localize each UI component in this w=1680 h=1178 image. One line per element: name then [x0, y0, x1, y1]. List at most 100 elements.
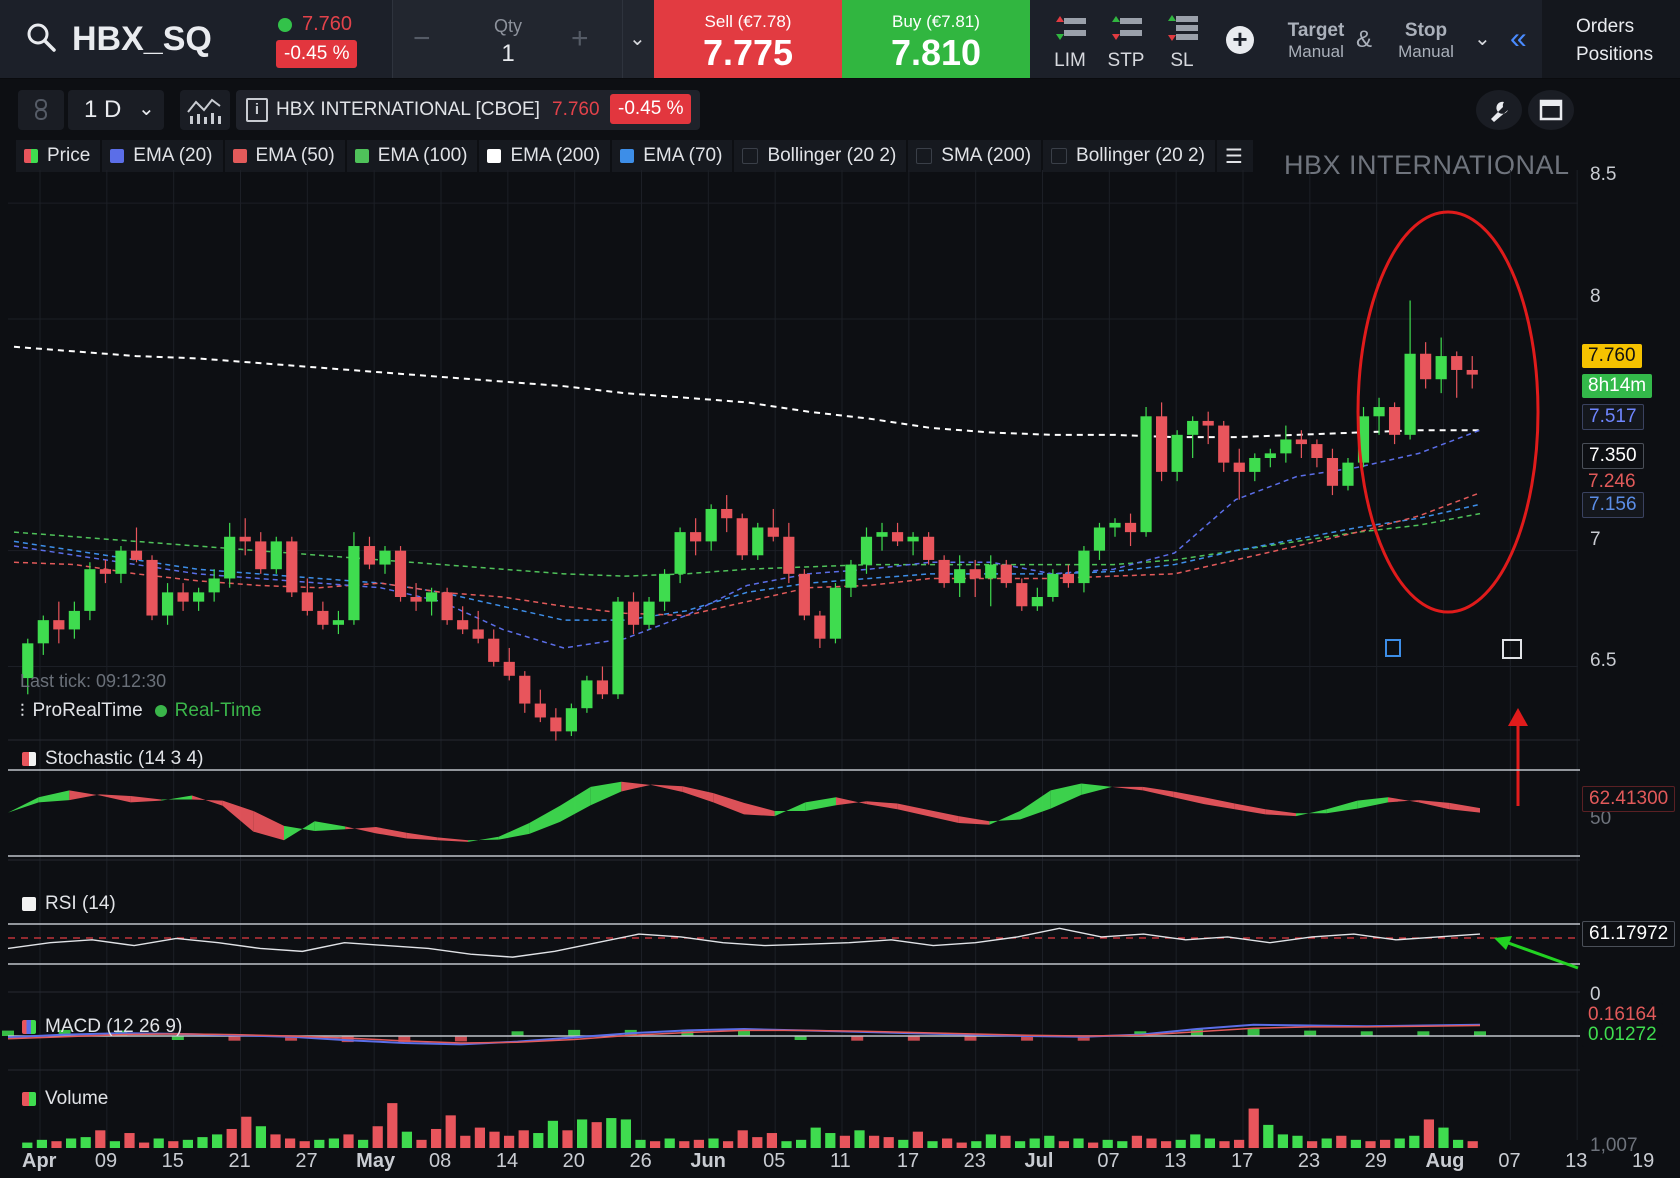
legend-ema70[interactable]: EMA (70) — [612, 140, 733, 172]
sell-button[interactable]: Sell (€7.78) 7.775 — [654, 0, 842, 78]
symbol-search[interactable]: HBX_SQ — [0, 0, 250, 78]
target-label[interactable]: Target — [1287, 20, 1345, 41]
price-axis[interactable]: 8.5 8 7 6.5 50 0 1,007 — [1580, 80, 1680, 1178]
volume-bar — [649, 1141, 661, 1148]
candle-body — [224, 536, 236, 579]
buy-label: Buy (€7.81) — [892, 12, 980, 31]
macd-histogram-bar — [285, 1036, 298, 1041]
macd-histogram-bar — [1417, 1031, 1430, 1036]
volume-bar — [1117, 1141, 1128, 1148]
annotation-arrowhead-green — [1494, 936, 1512, 950]
legend-ema50[interactable]: EMA (50) — [224, 140, 345, 172]
symbol-name[interactable]: HBX_SQ — [72, 20, 212, 58]
legend-ema200[interactable]: EMA (200) — [479, 140, 611, 172]
list-icon: ☰ — [1224, 145, 1243, 168]
limit-order-button[interactable]: LIM — [1042, 0, 1098, 78]
legend-price[interactable]: Price — [16, 140, 101, 172]
fullscreen-button[interactable] — [1528, 90, 1574, 130]
qty-value-input[interactable]: 1 — [501, 40, 515, 67]
link-button[interactable] — [18, 90, 64, 130]
chevron-down-icon[interactable]: ⌄ — [1474, 28, 1491, 50]
legend-bollinger-1[interactable]: Bollinger (20 2) — [734, 140, 907, 172]
candle-body — [1047, 573, 1059, 597]
volume-bar — [1146, 1138, 1157, 1148]
candle-body — [1202, 420, 1214, 426]
stop-limit-order-button[interactable]: SL — [1154, 0, 1210, 78]
volume-bar — [430, 1128, 442, 1148]
stop-order-button[interactable]: STP — [1098, 0, 1154, 78]
limit-order-icon — [1056, 16, 1086, 40]
qty-minus-button[interactable]: − — [413, 22, 431, 55]
volume-bar — [1044, 1135, 1055, 1148]
wrench-icon — [1491, 101, 1508, 122]
volume-bar — [693, 1139, 705, 1148]
candle-body — [1388, 407, 1401, 435]
stoch-band — [38, 790, 70, 803]
orders-row[interactable]: Orders0 — [1576, 16, 1680, 38]
legend-sma200[interactable]: SMA (200) — [908, 140, 1042, 172]
candle-body — [193, 592, 205, 602]
candle-body — [84, 569, 96, 611]
candle-body — [907, 536, 919, 542]
volume-bar — [737, 1130, 748, 1148]
quantity-stepper[interactable]: − Qty 1 + — [392, 0, 623, 78]
legend-bollinger-2[interactable]: Bollinger (20 2) — [1043, 140, 1215, 172]
add-target-button[interactable]: + — [1226, 26, 1254, 54]
realtime-label: Real-Time — [174, 700, 262, 721]
qty-plus-button[interactable]: + — [571, 22, 589, 55]
candle-body — [612, 601, 624, 695]
volume-bar — [1263, 1124, 1274, 1148]
candle-body — [860, 536, 873, 565]
legend-list-button[interactable]: ☰ — [1216, 140, 1253, 172]
collapse-panel-button[interactable]: « — [1500, 0, 1540, 78]
macd-histogram-bar — [341, 1036, 354, 1043]
candle-body — [1140, 416, 1152, 533]
macd-histogram-bar — [1190, 1029, 1203, 1036]
stochastic-panel-title[interactable]: Stochastic (14 3 4) — [22, 748, 203, 770]
orders-positions-summary[interactable]: Orders0 Positions6 — [1542, 0, 1680, 78]
stop-mode[interactable]: Manual — [1398, 42, 1454, 61]
instrument-price: 7.760 — [552, 99, 600, 120]
macd-histogram-bar — [1474, 1031, 1486, 1036]
macd-panel-title[interactable]: MACD (12 26 9) — [22, 1016, 182, 1038]
volume-bar — [124, 1133, 135, 1148]
stoch-band — [130, 796, 162, 803]
stop-label[interactable]: Stop — [1404, 20, 1448, 41]
volume-bar — [781, 1141, 792, 1148]
timeframe-selector[interactable]: 1 D ⌄ — [68, 90, 164, 130]
info-icon[interactable]: i — [246, 98, 268, 122]
indicators-icon — [187, 98, 221, 124]
last-tick-text: Last tick: 09:12:30 — [20, 671, 167, 691]
buy-button[interactable]: Buy (€7.81) 7.810 — [842, 0, 1030, 78]
last-price-box: 7.760 -0.45 % — [262, 0, 392, 78]
qty-dropdown-button[interactable]: ⌄ — [622, 0, 655, 78]
legend-ema100[interactable]: EMA (100) — [346, 140, 478, 172]
positions-row[interactable]: Positions6 — [1576, 44, 1680, 66]
candle-body — [503, 661, 515, 676]
stoch-band — [774, 802, 806, 817]
candle-body — [53, 620, 65, 630]
stoch-band — [314, 821, 346, 832]
settings-wrench-button[interactable] — [1476, 90, 1522, 130]
search-icon[interactable] — [26, 22, 56, 52]
legend-ema20[interactable]: EMA (20) — [102, 140, 223, 172]
volume-bar — [635, 1139, 646, 1148]
candle-body — [985, 564, 997, 579]
macd-histogram-bar — [2, 1030, 14, 1036]
volume-bar — [1365, 1141, 1376, 1148]
time-axis-label: 26 — [629, 1150, 652, 1172]
volume-bar — [51, 1141, 62, 1148]
bollinger-swatch-icon — [742, 148, 759, 164]
rsi-panel-title[interactable]: RSI (14) — [22, 893, 116, 915]
stoch-band — [652, 784, 683, 793]
indicators-button[interactable] — [180, 90, 230, 130]
stoch-band — [1112, 786, 1143, 791]
stoch-band — [621, 781, 652, 792]
volume-bar — [518, 1130, 529, 1148]
target-mode[interactable]: Manual — [1288, 42, 1344, 61]
candle-body — [410, 597, 422, 602]
candle-body — [1311, 444, 1323, 458]
instrument-info-bar[interactable]: i HBX INTERNATIONAL [CBOE] 7.760 -0.45 % — [236, 90, 700, 130]
volume-panel-title[interactable]: Volume — [22, 1088, 108, 1110]
